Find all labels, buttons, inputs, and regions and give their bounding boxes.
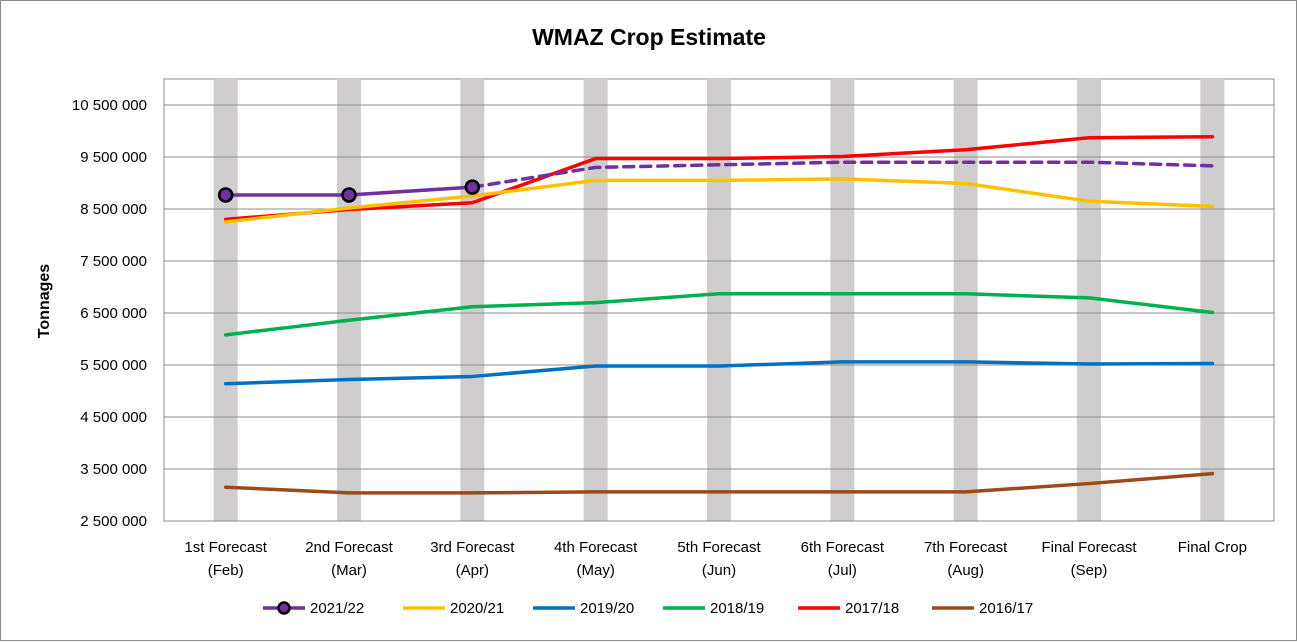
x-tick-label: 3rd Forecast bbox=[430, 539, 515, 556]
legend-label: 2018/19 bbox=[710, 600, 764, 617]
x-tick-label: Final Crop bbox=[1178, 539, 1247, 556]
x-tick-sublabel: (Jul) bbox=[828, 562, 857, 579]
x-tick-label: 7th Forecast bbox=[924, 539, 1008, 556]
y-axis-label: Tonnages bbox=[36, 264, 53, 338]
legend-label: 2021/22 bbox=[310, 600, 364, 617]
legend-label: 2020/21 bbox=[450, 600, 504, 617]
y-tick-label: 6 500 000 bbox=[80, 305, 147, 322]
data-point-marker bbox=[464, 179, 481, 195]
y-tick-label: 10 500 000 bbox=[72, 97, 147, 114]
x-tick-label: 2nd Forecast bbox=[305, 539, 393, 556]
x-tick-label: 6th Forecast bbox=[801, 539, 885, 556]
series-line bbox=[223, 292, 1215, 337]
category-band bbox=[460, 79, 485, 521]
legend-label: 2017/18 bbox=[845, 600, 899, 617]
data-point-marker bbox=[341, 187, 357, 203]
category-band bbox=[337, 79, 361, 521]
y-tick-label: 5 500 000 bbox=[80, 357, 147, 374]
y-tick-label: 2 500 000 bbox=[80, 513, 147, 530]
category-band bbox=[707, 79, 731, 521]
category-band bbox=[213, 79, 238, 521]
series-line bbox=[223, 360, 1215, 386]
y-tick-label: 8 500 000 bbox=[80, 201, 147, 218]
category-band bbox=[583, 79, 608, 521]
y-tick-label: 9 500 000 bbox=[80, 149, 147, 166]
x-tick-label: 4th Forecast bbox=[554, 539, 638, 556]
legend: 2021/22 2020/21 2019/20 2018/19 2017/18 2016/… bbox=[263, 600, 1033, 617]
x-tick-sublabel: (Jun) bbox=[702, 562, 736, 579]
x-tick-sublabel: (Mar) bbox=[331, 562, 367, 579]
legend-marker bbox=[277, 601, 291, 615]
y-tick-label: 7 500 000 bbox=[80, 253, 147, 270]
legend-label: 2016/17 bbox=[979, 600, 1033, 617]
category-band bbox=[953, 79, 978, 521]
y-tick-label: 4 500 000 bbox=[80, 409, 147, 426]
series-line bbox=[223, 134, 1215, 222]
chart-title: WMAZ Crop Estimate bbox=[532, 24, 766, 50]
category-band bbox=[830, 79, 855, 521]
x-tick-label: 5th Forecast bbox=[677, 539, 761, 556]
y-tick-label: 3 500 000 bbox=[80, 461, 147, 478]
series-line bbox=[223, 177, 1215, 224]
x-tick-sublabel: (Aug) bbox=[947, 562, 984, 579]
x-tick-sublabel: (Sep) bbox=[1071, 562, 1108, 579]
plot-area: 2 500 000 3 500 000 4 500 000 5 500 000 6 50… bbox=[72, 78, 1275, 579]
series-projection-line bbox=[470, 160, 1215, 189]
series-line bbox=[223, 471, 1215, 495]
data-point-marker bbox=[217, 187, 234, 203]
x-tick-label: 1st Forecast bbox=[184, 539, 267, 556]
x-tick-sublabel: (Feb) bbox=[208, 562, 244, 579]
legend-label: 2019/20 bbox=[580, 600, 634, 617]
category-band bbox=[1200, 79, 1225, 521]
x-tick-sublabel: (May) bbox=[577, 562, 615, 579]
x-tick-sublabel: (Apr) bbox=[456, 562, 489, 579]
x-tick-label: Final Forecast bbox=[1041, 539, 1137, 556]
